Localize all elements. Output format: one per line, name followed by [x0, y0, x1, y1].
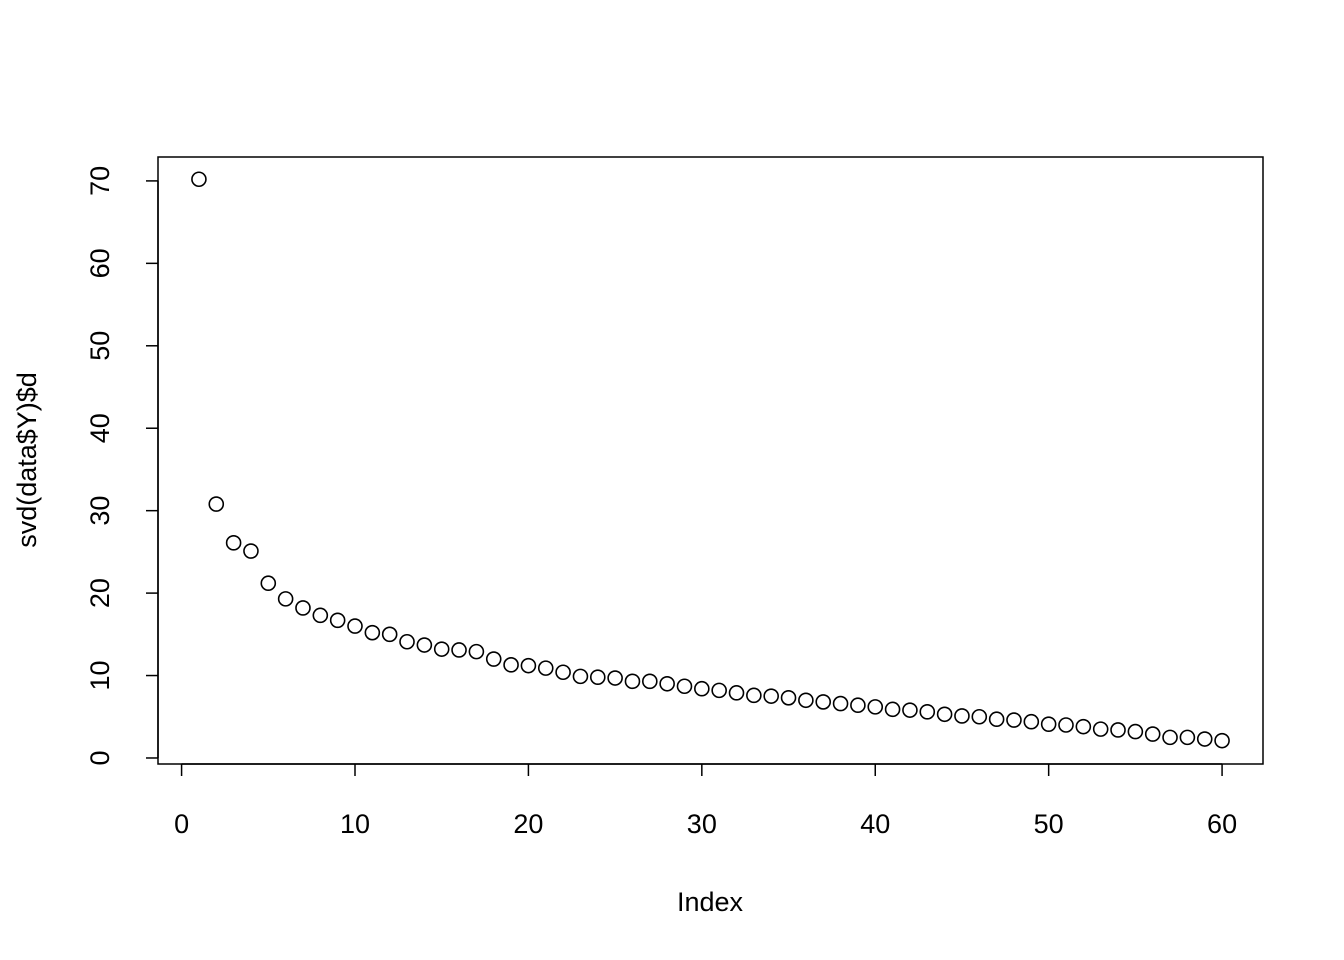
point [607, 670, 623, 686]
point [399, 633, 415, 650]
y-tick-label: 10 [85, 661, 115, 691]
point [312, 607, 329, 624]
point [208, 496, 225, 512]
point [329, 612, 346, 629]
point [780, 690, 797, 706]
point [191, 171, 207, 188]
y-tick-label: 70 [85, 166, 115, 196]
point [225, 535, 242, 551]
x-tick-label: 20 [513, 809, 543, 839]
point [589, 669, 606, 685]
x-axis-label: Index [677, 887, 744, 917]
point [798, 692, 814, 709]
point [485, 651, 502, 667]
point [850, 697, 866, 714]
point [1110, 722, 1126, 738]
point [1196, 731, 1213, 747]
point [954, 708, 970, 724]
y-tick-label: 0 [85, 750, 115, 765]
point [381, 626, 398, 643]
point [433, 641, 450, 657]
y-tick-label: 50 [85, 331, 115, 361]
point [988, 711, 1005, 728]
point [728, 685, 745, 701]
point [277, 591, 294, 607]
point [711, 682, 727, 699]
point [676, 678, 693, 695]
point [763, 688, 779, 704]
point [1214, 732, 1230, 749]
point [572, 668, 589, 685]
y-tick-label: 60 [85, 248, 115, 278]
point [1127, 723, 1144, 740]
x-tick-label: 50 [1034, 809, 1064, 839]
point [642, 673, 658, 690]
point [936, 706, 953, 723]
point [919, 704, 936, 720]
point [902, 702, 918, 718]
point [260, 575, 277, 592]
x-tick-label: 60 [1207, 809, 1237, 839]
point [867, 699, 884, 715]
point [1058, 717, 1074, 733]
point [468, 643, 485, 660]
point [537, 660, 554, 676]
point [624, 673, 641, 690]
point [1162, 729, 1178, 746]
y-tick-label: 30 [85, 496, 115, 526]
x-tick-label: 10 [340, 809, 370, 839]
point [1023, 713, 1040, 730]
x-tick-label: 30 [687, 809, 717, 839]
y-axis-label: svd(data$Y)$d [12, 372, 42, 548]
point [694, 680, 710, 697]
point [971, 708, 988, 725]
x-tick-label: 40 [860, 809, 890, 839]
point [1040, 716, 1057, 732]
point [347, 618, 363, 634]
point [659, 675, 675, 692]
point [295, 600, 311, 616]
point [1144, 726, 1161, 742]
point [520, 657, 537, 674]
plot-box [157, 156, 1264, 765]
y-tick-label: 40 [85, 413, 115, 443]
point [416, 637, 433, 653]
point [815, 694, 832, 710]
point [832, 695, 849, 712]
point [364, 624, 381, 641]
point [1092, 721, 1109, 737]
point [1075, 718, 1092, 735]
x-tick-label: 0 [174, 809, 189, 839]
point [746, 687, 762, 704]
point [243, 543, 259, 559]
point [1179, 729, 1196, 746]
point [503, 657, 519, 673]
point [1006, 712, 1022, 728]
point [884, 701, 901, 718]
point [555, 664, 571, 681]
point [451, 642, 467, 658]
y-tick-label: 20 [85, 578, 115, 608]
